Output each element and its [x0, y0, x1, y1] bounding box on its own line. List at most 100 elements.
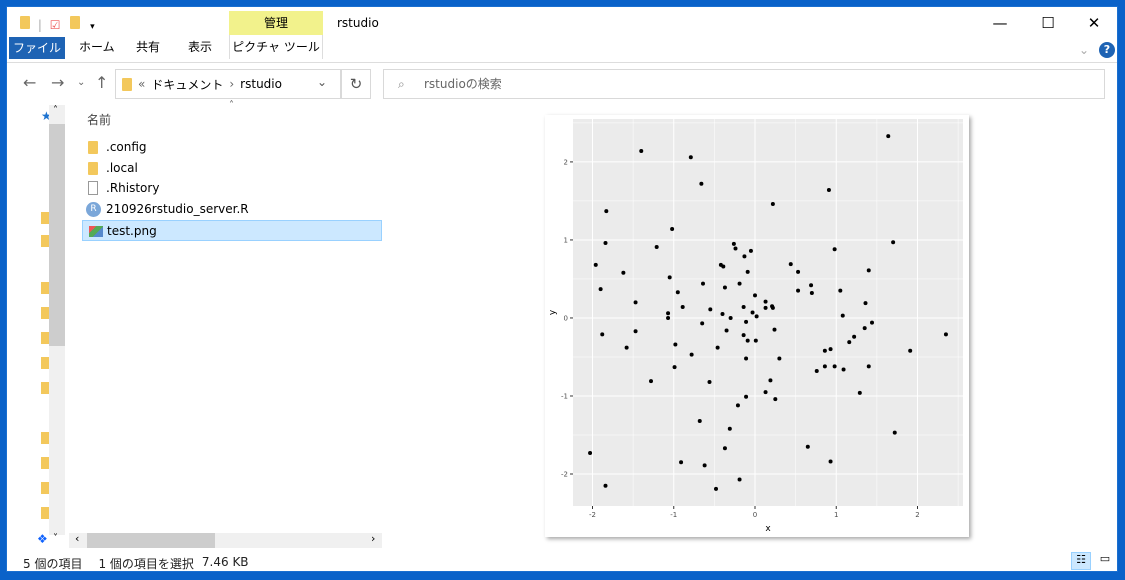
file-name: 210926rstudio_server.R [106, 202, 249, 216]
nav-folder-icon[interactable] [41, 235, 49, 247]
horizontal-scrollbar-thumb[interactable] [87, 533, 215, 548]
manage-context-tab: 管理 [229, 11, 323, 35]
window-title: rstudio [337, 16, 379, 30]
column-header-name[interactable]: 名前 [87, 113, 112, 127]
nav-folder-icon[interactable] [41, 282, 49, 294]
data-point [788, 262, 793, 267]
data-point [763, 305, 768, 310]
nav-folder-icon[interactable] [41, 307, 49, 319]
file-row[interactable]: .local [82, 158, 382, 179]
data-point [753, 293, 757, 298]
x-tick-label: 2 [915, 511, 919, 519]
tab-file[interactable]: ファイル [9, 37, 65, 59]
breadcrumb-rstudio[interactable]: rstudio [240, 77, 282, 91]
nav-folder-icon[interactable] [41, 432, 49, 444]
data-point [745, 338, 750, 343]
minimize-button[interactable]: — [992, 14, 1008, 32]
search-icon: ⌕ [398, 77, 405, 91]
close-button[interactable]: ✕ [1087, 14, 1101, 32]
y-tick-label: 0 [564, 314, 568, 322]
scroll-down-icon[interactable]: ˅ [53, 533, 58, 544]
new-folder-icon[interactable] [70, 16, 81, 29]
recent-locations-icon[interactable]: ⌄ [77, 77, 86, 88]
folder-icon[interactable] [20, 16, 30, 29]
data-point [772, 327, 777, 332]
data-point [753, 338, 758, 343]
data-point [745, 269, 750, 274]
data-point [731, 241, 736, 246]
nav-folder-icon[interactable] [41, 457, 49, 469]
data-point [621, 270, 626, 275]
image-preview: -2 -1 0 1 2 -2 -1 0 1 2 x y [545, 115, 969, 537]
scroll-up-icon[interactable]: ˄ [53, 105, 58, 116]
breadcrumb-documents[interactable]: ドキュメント [151, 77, 224, 92]
help-icon[interactable]: ? [1099, 42, 1115, 58]
x-tick-label: -1 [670, 511, 677, 519]
data-point [809, 283, 814, 288]
tab-picture-tools[interactable]: ピクチャ ツール [229, 35, 323, 59]
data-point [727, 426, 732, 431]
status-item-count: 5 個の項目 [23, 557, 83, 571]
nav-folder-icon[interactable] [41, 382, 49, 394]
refresh-button[interactable]: ↻ [341, 69, 371, 99]
data-point [773, 397, 778, 402]
data-point [744, 356, 749, 361]
nav-folder-icon[interactable] [41, 212, 49, 224]
data-point [840, 313, 845, 318]
y-tick-label: 1 [564, 236, 568, 244]
search-input[interactable]: ⌕ rstudioの検索 [383, 69, 1105, 99]
file-row[interactable]: R 210926rstudio_server.R [82, 199, 382, 220]
file-row-selected[interactable]: test.png [82, 220, 382, 241]
quick-access-icon[interactable]: ★ [41, 109, 52, 123]
properties-icon[interactable]: ☑ [49, 18, 61, 32]
data-point [714, 486, 718, 491]
data-point [943, 332, 948, 337]
x-tick-label: -2 [589, 511, 596, 519]
data-point [649, 379, 653, 384]
address-dropdown-icon[interactable]: ⌄ [317, 75, 328, 89]
status-size: 7.46 KB [201, 555, 249, 569]
up-button[interactable]: ↑ [95, 73, 109, 92]
file-row[interactable]: .config [82, 137, 382, 158]
dropbox-icon[interactable]: ❖ [37, 532, 48, 546]
data-point [891, 240, 896, 245]
nav-folder-icon[interactable] [41, 482, 49, 494]
x-tick-label: 1 [834, 511, 838, 519]
data-point [701, 281, 705, 286]
nav-folder-icon[interactable] [41, 507, 49, 519]
folder-icon [88, 162, 98, 175]
maximize-button[interactable]: ☐ [1041, 14, 1055, 32]
file-row[interactable]: .Rhistory [82, 178, 382, 199]
address-bar[interactable]: « ドキュメント › rstudio [115, 69, 341, 99]
data-point [805, 444, 810, 449]
data-point [763, 299, 768, 304]
details-view-button[interactable]: ☷ [1071, 552, 1091, 570]
data-point [863, 301, 868, 306]
back-button[interactable]: ← [23, 73, 37, 92]
data-point [679, 460, 684, 465]
data-point [828, 347, 833, 352]
x-axis-label: x [765, 524, 771, 534]
nav-scrollbar-thumb[interactable] [49, 124, 65, 346]
tab-view[interactable]: 表示 [188, 40, 213, 54]
data-point [722, 285, 727, 290]
data-point [720, 312, 725, 317]
scroll-right-icon[interactable]: › [371, 532, 376, 545]
data-point [832, 364, 837, 369]
data-point [796, 288, 801, 293]
y-tick-label: -2 [561, 471, 568, 479]
tab-home[interactable]: ホーム [79, 40, 115, 54]
address-overflow[interactable]: « [138, 77, 146, 91]
search-placeholder: rstudioの検索 [424, 77, 502, 91]
forward-button[interactable]: → [51, 73, 65, 92]
file-name: .local [106, 161, 138, 175]
ribbon-expand-icon[interactable]: ⌄ [1079, 43, 1090, 57]
large-icons-view-button[interactable]: ▭ [1099, 552, 1111, 565]
tab-share[interactable]: 共有 [136, 40, 161, 54]
nav-folder-icon[interactable] [41, 332, 49, 344]
nav-folder-icon[interactable] [41, 357, 49, 369]
customize-dropdown-icon[interactable]: ▾ [90, 22, 95, 32]
data-point [699, 181, 704, 186]
data-point [742, 254, 747, 259]
scroll-left-icon[interactable]: ‹ [75, 532, 80, 545]
